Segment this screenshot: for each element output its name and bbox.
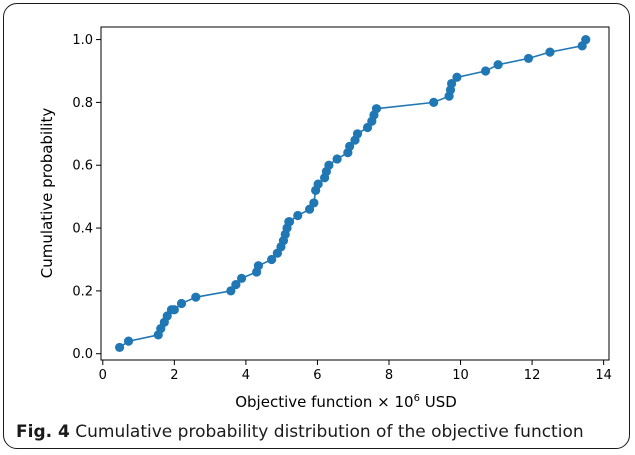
- x-axis-label-exponent: 6: [414, 393, 420, 404]
- y-tick-label: 0.6: [72, 159, 93, 174]
- data-point: [115, 342, 125, 353]
- cdf-line: [119, 39, 587, 349]
- y-tick-label: 0.4: [72, 222, 93, 237]
- data-point: [324, 160, 334, 170]
- data-point: [545, 47, 555, 57]
- cdf-points: [115, 34, 591, 353]
- data-point: [176, 298, 187, 309]
- x-tick-label: 12: [524, 368, 541, 383]
- data-point: [236, 273, 247, 283]
- y-axis-ticks: 0.0 0.2 0.4 0.6 0.8 1.0: [72, 33, 101, 362]
- data-point: [446, 78, 457, 89]
- data-point: [169, 305, 179, 315]
- y-tick-label: 0.8: [72, 96, 93, 111]
- x-tick-label: 8: [385, 368, 393, 383]
- data-point: [352, 129, 363, 139]
- data-point: [253, 261, 264, 271]
- x-tick-label: 2: [170, 368, 178, 383]
- x-tick-label: 6: [313, 368, 321, 383]
- data-point: [429, 97, 439, 107]
- data-point: [284, 217, 295, 227]
- data-point: [332, 154, 342, 164]
- caption-text: Cumulative probability distribution of t…: [75, 422, 584, 442]
- x-axis-label-unit: USD: [420, 393, 457, 411]
- data-point: [313, 179, 323, 189]
- y-axis-label: Cumulative probability: [38, 108, 56, 279]
- figure-caption: Fig. 4 Cumulative probability distributi…: [16, 422, 584, 442]
- cdf-chart: 0 2 4 6 8 10 12 14 0.0 0.2 0.4 0.6 0.8 1.0 Objective…: [38, 26, 612, 411]
- data-point: [371, 104, 382, 114]
- data-point: [191, 292, 201, 302]
- x-axis-label: Objective function × 106 USD: [235, 393, 457, 411]
- x-tick-label: 0: [99, 368, 107, 383]
- figure-number: Fig. 4: [16, 422, 70, 442]
- y-tick-label: 1.0: [72, 33, 93, 48]
- x-axis-ticks: 0 2 4 6 8 10 12 14: [99, 360, 612, 383]
- y-tick-label: 0.2: [72, 284, 93, 299]
- plot-area: [100, 26, 610, 361]
- data-point: [309, 198, 319, 208]
- x-tick-label: 10: [452, 368, 469, 383]
- data-point: [480, 66, 491, 76]
- data-point: [452, 72, 462, 82]
- figure-frame: [3, 3, 630, 449]
- x-tick-label: 4: [242, 368, 250, 383]
- data-point: [231, 280, 241, 290]
- data-point: [267, 254, 277, 265]
- data-point: [523, 53, 534, 64]
- data-point: [226, 286, 236, 296]
- y-tick-label: 0.0: [72, 347, 93, 362]
- data-point: [293, 210, 303, 221]
- x-tick-label: 14: [595, 368, 612, 383]
- data-point: [581, 34, 591, 45]
- data-point: [345, 141, 355, 151]
- data-point: [493, 60, 503, 70]
- data-point: [123, 336, 134, 346]
